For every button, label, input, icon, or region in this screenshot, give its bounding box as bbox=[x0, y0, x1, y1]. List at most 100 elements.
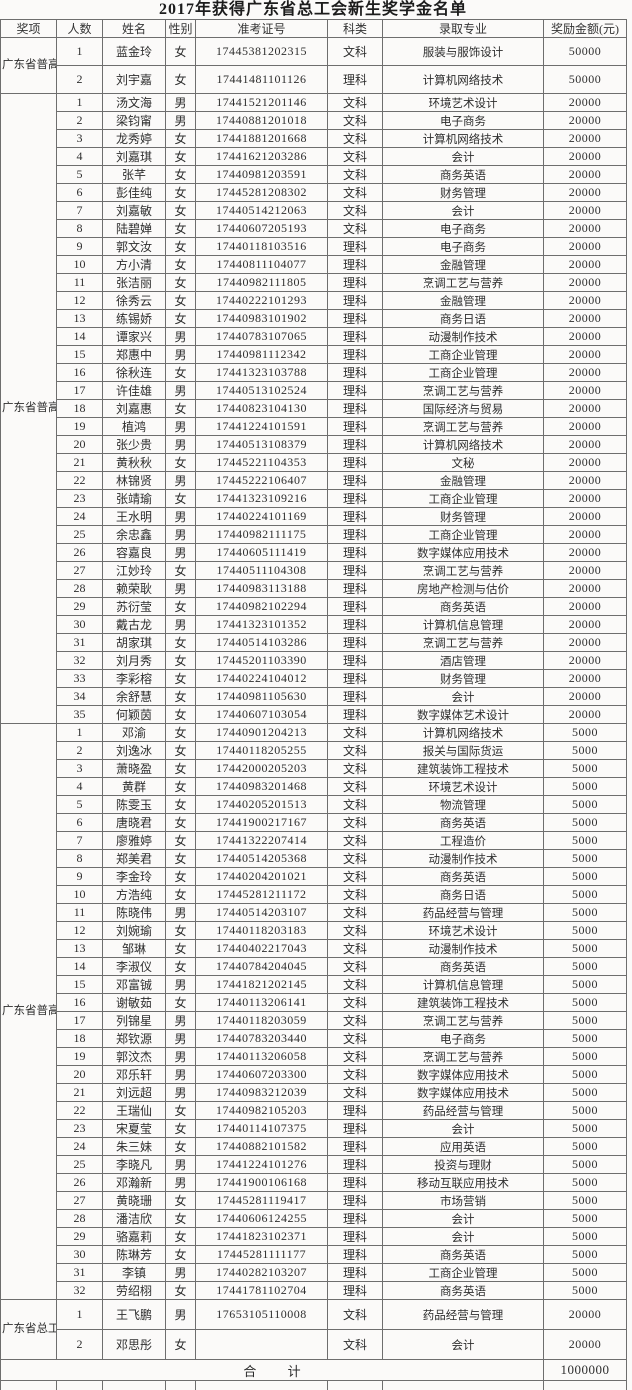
exam-id-cell: 17441900217167 bbox=[196, 814, 328, 832]
row-number-cell: 11 bbox=[57, 904, 103, 922]
subject-category-cell: 理科 bbox=[328, 274, 383, 292]
subject-category-cell: 文科 bbox=[328, 1084, 383, 1102]
student-name-cell: 王瑞仙 bbox=[103, 1102, 166, 1120]
row-number-cell: 30 bbox=[57, 616, 103, 634]
exam-id-cell: 17440222101293 bbox=[196, 292, 328, 310]
subject-category-cell: 理科 bbox=[328, 1228, 383, 1246]
admitted-major-cell: 房地产检测与估价 bbox=[383, 580, 544, 598]
gender-cell: 女 bbox=[166, 1210, 196, 1228]
gender-cell: 女 bbox=[166, 688, 196, 706]
row-number-cell: 24 bbox=[57, 1138, 103, 1156]
row-number-cell: 14 bbox=[57, 958, 103, 976]
header-cell-3: 性别 bbox=[166, 20, 196, 38]
row-number-cell: 28 bbox=[57, 580, 103, 598]
award-amount-cell: 5000 bbox=[544, 832, 627, 850]
subject-category-cell: 文科 bbox=[328, 850, 383, 868]
award-amount-cell: 5000 bbox=[544, 724, 627, 742]
admitted-major-cell: 数字媒体艺术设计 bbox=[383, 706, 544, 724]
exam-id-cell: 17440981112342 bbox=[196, 346, 328, 364]
award-amount-cell: 5000 bbox=[544, 1120, 627, 1138]
student-name-cell: 列锦星 bbox=[103, 1012, 166, 1030]
admitted-major-cell: 动漫制作技术 bbox=[383, 850, 544, 868]
gender-cell: 男 bbox=[166, 904, 196, 922]
subject-category-cell: 理科 bbox=[328, 382, 383, 400]
subject-category-cell: 理科 bbox=[328, 66, 383, 94]
gender-cell: 女 bbox=[166, 670, 196, 688]
award-amount-cell: 5000 bbox=[544, 976, 627, 994]
exam-id-cell: 17440982111175 bbox=[196, 526, 328, 544]
student-name-cell: 胡家琪 bbox=[103, 634, 166, 652]
award-amount-cell: 5000 bbox=[544, 1246, 627, 1264]
admitted-major-cell: 金融管理 bbox=[383, 292, 544, 310]
gender-cell: 男 bbox=[166, 1300, 196, 1330]
row-number-cell: 16 bbox=[57, 364, 103, 382]
exam-id-cell: 17440882101582 bbox=[196, 1138, 328, 1156]
award-amount-cell: 20000 bbox=[544, 328, 627, 346]
subject-category-cell: 文科 bbox=[328, 202, 383, 220]
row-number-cell: 3 bbox=[57, 760, 103, 778]
row-number-cell: 17 bbox=[57, 382, 103, 400]
exam-id-cell: 17440511104308 bbox=[196, 562, 328, 580]
empty-cell bbox=[196, 1381, 328, 1390]
row-number-cell: 28 bbox=[57, 1210, 103, 1228]
exam-id-cell: 17441823102371 bbox=[196, 1228, 328, 1246]
exam-id-cell: 17441322207414 bbox=[196, 832, 328, 850]
award-amount-cell: 50000 bbox=[544, 38, 627, 66]
row-number-cell: 22 bbox=[57, 1102, 103, 1120]
row-number-cell: 7 bbox=[57, 202, 103, 220]
award-amount-cell: 5000 bbox=[544, 1030, 627, 1048]
student-name-cell: 许佳雄 bbox=[103, 382, 166, 400]
student-row: 广东省普高录取本科线上35人1汤文海男17441521201146文科环境艺术设… bbox=[1, 94, 627, 112]
header-cell-2: 姓名 bbox=[103, 20, 166, 38]
subject-category-cell: 文科 bbox=[328, 184, 383, 202]
gender-cell: 女 bbox=[166, 886, 196, 904]
award-amount-cell: 20000 bbox=[544, 418, 627, 436]
admitted-major-cell: 烹调工艺与营养 bbox=[383, 1048, 544, 1066]
subject-category-cell: 理科 bbox=[328, 1138, 383, 1156]
admitted-major-cell: 市场营销 bbox=[383, 1192, 544, 1210]
exam-id-cell: 17440113206058 bbox=[196, 1048, 328, 1066]
admitted-major-cell: 电子商务 bbox=[383, 220, 544, 238]
admitted-major-cell: 计算机网络技术 bbox=[383, 724, 544, 742]
gender-cell: 女 bbox=[166, 1330, 196, 1360]
award-amount-cell: 5000 bbox=[544, 1282, 627, 1300]
award-amount-cell: 20000 bbox=[544, 688, 627, 706]
admitted-major-cell: 电子商务 bbox=[383, 112, 544, 130]
row-number-cell: 8 bbox=[57, 850, 103, 868]
exam-id-cell: 17440983101902 bbox=[196, 310, 328, 328]
subject-category-cell: 理科 bbox=[328, 328, 383, 346]
award-amount-cell: 5000 bbox=[544, 994, 627, 1012]
row-number-cell: 20 bbox=[57, 1066, 103, 1084]
row-number-cell: 9 bbox=[57, 868, 103, 886]
subject-category-cell: 文科 bbox=[328, 922, 383, 940]
exam-id-cell: 17440282103207 bbox=[196, 1264, 328, 1282]
subject-category-cell: 理科 bbox=[328, 706, 383, 724]
gender-cell: 女 bbox=[166, 256, 196, 274]
subject-category-cell: 文科 bbox=[328, 886, 383, 904]
student-name-cell: 郑钦源 bbox=[103, 1030, 166, 1048]
gender-cell: 女 bbox=[166, 796, 196, 814]
empty-trailing-row bbox=[1, 1381, 627, 1390]
student-name-cell: 邓富铖 bbox=[103, 976, 166, 994]
subject-category-cell: 理科 bbox=[328, 1210, 383, 1228]
subject-category-cell: 理科 bbox=[328, 292, 383, 310]
row-number-cell: 7 bbox=[57, 832, 103, 850]
student-name-cell: 刘嘉敏 bbox=[103, 202, 166, 220]
subject-category-cell: 理科 bbox=[328, 1156, 383, 1174]
subject-category-cell: 理科 bbox=[328, 598, 383, 616]
student-name-cell: 陆碧婵 bbox=[103, 220, 166, 238]
exam-id-cell: 17441224101276 bbox=[196, 1156, 328, 1174]
award-amount-cell: 20000 bbox=[544, 1300, 627, 1330]
